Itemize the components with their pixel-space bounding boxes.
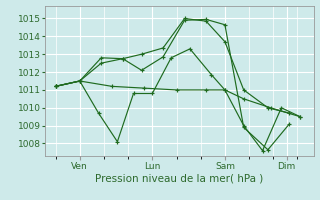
X-axis label: Pression niveau de la mer( hPa ): Pression niveau de la mer( hPa ): [95, 173, 263, 183]
